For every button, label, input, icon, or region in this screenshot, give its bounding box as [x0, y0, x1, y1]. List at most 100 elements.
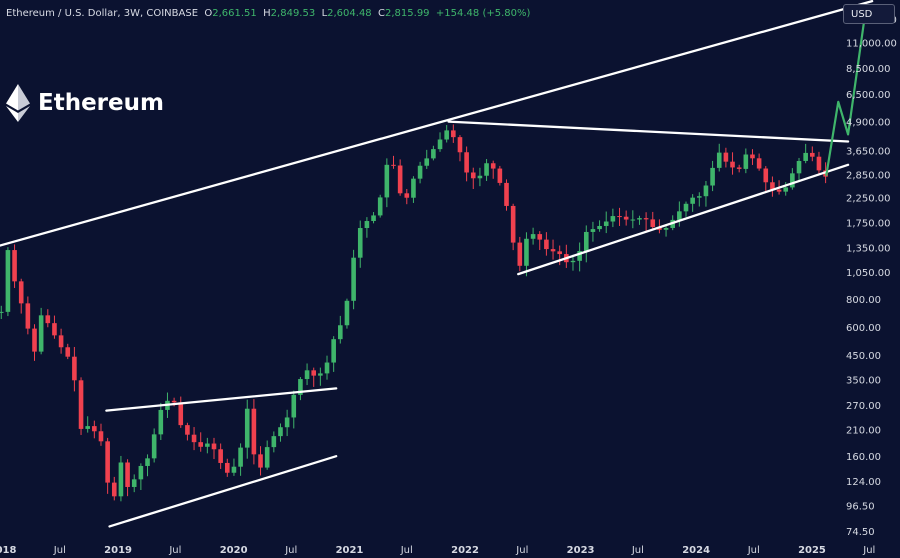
ethereum-diamond-icon [6, 84, 30, 122]
candle-body [557, 251, 562, 255]
candle-body [118, 462, 124, 497]
candle-body [810, 152, 815, 157]
candle-body [696, 196, 702, 198]
candle-body [497, 168, 503, 183]
y-tick-label: 450.00 [846, 351, 881, 362]
candle-body [504, 182, 509, 206]
candle-body [750, 154, 755, 159]
candle-body [145, 458, 150, 466]
candle-body [437, 139, 443, 150]
open-value: 2,661.51 [212, 8, 257, 19]
candle-body [65, 347, 71, 357]
candle-body [484, 163, 489, 176]
y-tick-label: 74.50 [846, 527, 875, 538]
candle-body [171, 400, 177, 403]
candle-body [650, 219, 656, 227]
candle-body [550, 249, 556, 252]
candle-body [125, 462, 130, 487]
y-tick-label: 1,050.00 [846, 268, 891, 279]
trendline [517, 163, 850, 276]
close-label: C [378, 8, 386, 19]
x-tick-label: Jul [747, 545, 760, 556]
candle-body [583, 231, 589, 252]
open-label: O [204, 8, 213, 19]
candle-body [218, 449, 223, 463]
candle-body [683, 203, 689, 212]
candle-body [38, 315, 44, 352]
x-tick-label: 2025 [798, 545, 826, 556]
candle-body [803, 152, 808, 161]
candle-body [58, 335, 64, 348]
candle-body [138, 465, 144, 480]
x-tick-label: Jul [53, 545, 66, 556]
candle-body [32, 328, 37, 352]
candle-body [291, 394, 297, 418]
candle-body [231, 466, 237, 473]
y-tick-label: 8,500.00 [846, 64, 891, 75]
candle-body [444, 130, 449, 140]
low-label: L [321, 8, 328, 19]
candle-body [258, 454, 263, 468]
x-tick-label: 2023 [567, 545, 595, 556]
candle-body [770, 182, 775, 190]
candle-body [643, 218, 649, 220]
candle-body [577, 251, 582, 261]
candle-body [570, 260, 576, 263]
currency-button[interactable]: USD [843, 4, 895, 24]
candle-body [424, 158, 430, 166]
candle-body [603, 221, 609, 226]
candle-body [391, 164, 396, 166]
candle-body [198, 442, 204, 447]
y-tick-label: 2,850.00 [846, 171, 891, 182]
y-tick-label: 11,000.00 [846, 39, 897, 50]
brand-name: Ethereum [38, 90, 164, 116]
candle-body [510, 205, 516, 243]
candle-body [411, 178, 416, 198]
candle-body [404, 193, 410, 198]
candle-body [623, 216, 629, 220]
candle-body [191, 434, 197, 443]
candle-body [311, 370, 317, 376]
candle-body [324, 362, 330, 374]
y-tick-label: 3,650.00 [846, 146, 891, 157]
candle-body [205, 443, 210, 447]
candle-body [18, 281, 24, 304]
candle-body [264, 447, 270, 468]
candle-body [278, 427, 283, 437]
candle-body [816, 156, 822, 171]
candle-body [98, 431, 104, 442]
candle-body [756, 158, 762, 169]
candle-body [617, 216, 622, 218]
candle-body [783, 187, 789, 192]
candle-body [451, 130, 456, 138]
x-tick-label: Jul [862, 545, 875, 556]
chart-header: Ethereum / U.S. Dollar, 3W, COINBASE O2,… [6, 8, 530, 19]
candle-body [796, 160, 802, 174]
trendline [105, 387, 338, 412]
candle-body [25, 303, 31, 329]
candle-body [371, 215, 376, 222]
high-value: 2,849.53 [270, 8, 316, 19]
candle-body [364, 221, 370, 229]
candle-body [716, 152, 722, 168]
candle-body [224, 462, 230, 473]
candle-body [151, 434, 157, 459]
y-tick-label: 210.00 [846, 426, 881, 437]
candle-body [377, 197, 383, 216]
candle-body [111, 482, 117, 497]
candle-body [185, 425, 190, 435]
x-tick-label: Jul [515, 545, 528, 556]
candle-body [431, 149, 436, 159]
candle-body [544, 239, 549, 250]
candle-body [12, 250, 17, 282]
candle-body [610, 216, 616, 222]
candle-body [637, 218, 642, 220]
trendline [0, 0, 874, 247]
candle-body [357, 228, 363, 258]
candle-body [490, 163, 496, 169]
candle-body [45, 315, 51, 324]
candle-body [530, 234, 536, 239]
x-tick-label: Jul [168, 545, 181, 556]
candle-body [251, 408, 257, 455]
